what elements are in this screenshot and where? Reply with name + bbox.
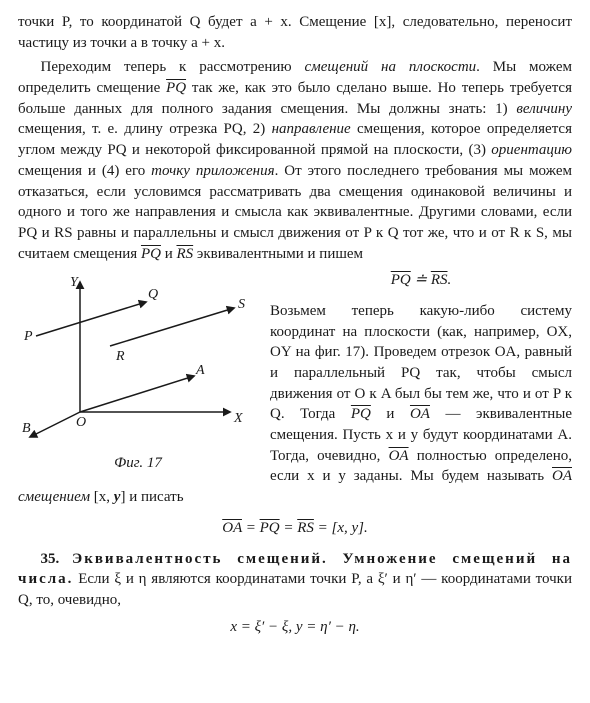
figure-caption: Фиг. 17 bbox=[18, 453, 258, 474]
svg-text:A: A bbox=[195, 363, 205, 378]
equation-2: OA = PQ = RS = [x, y]. bbox=[18, 518, 572, 539]
figure-17: Y Q S P R A B O X Фиг. 17 bbox=[18, 272, 258, 473]
paragraph-2-intro: Переходим теперь к рассмотрению смещений… bbox=[18, 57, 572, 264]
paragraph-4: 35. Эквивалентность смещений. Умножение … bbox=[18, 549, 572, 611]
svg-text:Y: Y bbox=[70, 275, 80, 290]
paragraph-1: точки P, то координатой Q будет a + x. С… bbox=[18, 12, 572, 53]
svg-text:S: S bbox=[238, 297, 245, 312]
svg-text:R: R bbox=[115, 349, 125, 364]
equation-3: x = ξ′ − ξ, y = η′ − η. bbox=[18, 617, 572, 638]
svg-text:B: B bbox=[22, 421, 31, 436]
text: точки P, то координатой Q будет a + x. С… bbox=[18, 14, 572, 51]
svg-text:O: O bbox=[76, 415, 86, 430]
svg-text:X: X bbox=[233, 411, 243, 426]
svg-text:Q: Q bbox=[148, 287, 158, 302]
figure-17-svg: Y Q S P R A B O X bbox=[18, 272, 258, 442]
svg-text:P: P bbox=[23, 329, 33, 344]
